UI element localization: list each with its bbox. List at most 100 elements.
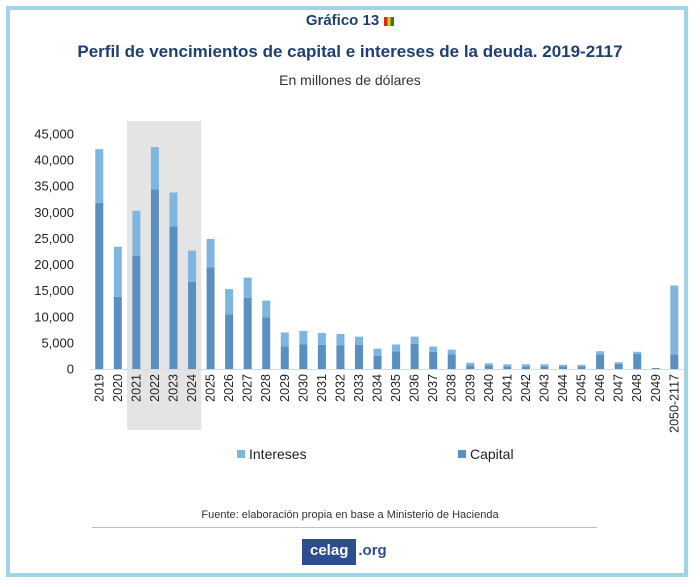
y-tick-label: 5,000 (41, 335, 74, 350)
bar-capital-2047 (614, 363, 623, 369)
legend-label-capital: Capital (470, 446, 514, 462)
bar-capital-2042 (521, 366, 530, 369)
x-tick-label: 2035 (389, 374, 403, 402)
bar-capital-2025 (206, 267, 215, 369)
x-tick-label: 2046 (593, 374, 607, 402)
bar-capital-2028 (262, 317, 271, 369)
bar-capital-2034 (373, 355, 382, 369)
bar-intereses-2026 (225, 289, 234, 315)
y-tick-label: 0 (67, 362, 74, 377)
bar-intereses-2036 (410, 336, 419, 344)
bar-intereses-2045 (577, 364, 586, 367)
bar-capital-2043 (540, 366, 549, 369)
x-tick-label: 2036 (408, 374, 422, 402)
y-tick-label: 15,000 (34, 283, 74, 298)
bar-intereses-2024 (188, 250, 197, 282)
bar-intereses-2027 (243, 277, 252, 298)
x-tick-label: 2048 (630, 374, 644, 402)
x-tick-label: 2040 (482, 374, 496, 402)
bar-intereses-2021 (132, 210, 141, 256)
x-tick-label: 2037 (426, 374, 440, 402)
bar-capital-2045 (577, 366, 586, 369)
x-tick-label: 2047 (612, 374, 626, 402)
bar-capital-2046 (596, 354, 605, 369)
x-tick-label: 2042 (519, 374, 533, 402)
x-tick-label: 2050-2117 (667, 374, 681, 433)
bar-capital-2031 (317, 344, 326, 369)
x-tick-label: 2043 (537, 374, 551, 402)
bar-capital-2020 (113, 296, 122, 369)
y-tick-label: 20,000 (34, 257, 74, 272)
chart-title: Perfil de vencimientos de capital e inte… (77, 42, 623, 61)
bar-capital-2044 (559, 366, 568, 369)
bar-capital-2030 (299, 344, 308, 369)
y-tick-label: 45,000 (34, 127, 74, 142)
x-tick-label: 2033 (352, 374, 366, 402)
chart-subtitle: En millones de dólares (279, 72, 421, 88)
x-tick-label: 2025 (204, 374, 218, 402)
bar-intereses-2047 (614, 362, 623, 364)
bar-capital-2024 (188, 281, 197, 369)
bar-capital-2048 (633, 353, 642, 369)
bar-capital-2029 (280, 346, 289, 369)
bar-capital-2023 (169, 226, 178, 369)
bar-capital-2037 (429, 351, 438, 369)
x-tick-label: 2049 (649, 374, 663, 402)
bar-intereses-2044 (559, 364, 568, 367)
bar-capital-2038 (447, 354, 456, 369)
y-tick-label: 35,000 (34, 179, 74, 194)
chart-tag: Gráfico 13 (0, 12, 700, 29)
logo-suffix-text: .org (358, 542, 387, 559)
logo-box-text: celag (302, 539, 357, 565)
bar-intereses-2020 (113, 246, 122, 297)
bar-intereses-2019 (95, 149, 104, 203)
source-note: Fuente: elaboración propia en base a Min… (201, 509, 499, 521)
bar-intereses-2022 (150, 147, 159, 190)
bar-intereses-2031 (317, 332, 326, 345)
bar-capital-2022 (150, 189, 159, 369)
x-tick-label: 2041 (500, 374, 514, 402)
bar-intereses-2050-2117 (670, 285, 679, 355)
y-tick-label: 40,000 (34, 153, 74, 168)
x-tick-label: 2026 (222, 374, 236, 402)
x-tick-label: 2031 (315, 374, 329, 402)
bar-capital-2050-2117 (670, 354, 679, 369)
x-tick-label: 2028 (259, 374, 273, 402)
x-tick-label: 2023 (166, 374, 180, 402)
x-tick-label: 2019 (92, 374, 106, 402)
bar-intereses-2029 (280, 332, 289, 347)
bar-capital-2039 (466, 365, 475, 369)
bar-intereses-2043 (540, 364, 549, 367)
flag-icon (384, 16, 395, 26)
bar-intereses-2033 (354, 336, 363, 345)
bar-intereses-2038 (447, 349, 456, 355)
celag-logo: celag .org (302, 539, 391, 565)
bar-capital-2033 (354, 344, 363, 369)
bar-intereses-2032 (336, 334, 345, 346)
x-tick-label: 2020 (111, 374, 125, 402)
bar-intereses-2037 (429, 346, 438, 352)
x-tick-label: 2045 (575, 374, 589, 402)
y-tick-label: 25,000 (34, 231, 74, 246)
x-tick-label: 2039 (463, 374, 477, 402)
x-tick-label: 2038 (445, 374, 459, 402)
legend-label-intereses: Intereses (249, 446, 307, 462)
bar-capital-2021 (132, 255, 141, 369)
x-tick-label: 2021 (129, 374, 143, 402)
bar-capital-2027 (243, 297, 252, 369)
y-tick-label: 10,000 (34, 309, 74, 324)
x-tick-label: 2024 (185, 374, 199, 402)
bar-intereses-2025 (206, 238, 215, 268)
y-tick-label: 30,000 (34, 205, 74, 220)
bar-intereses-2023 (169, 192, 178, 227)
x-tick-label: 2027 (241, 374, 255, 402)
x-tick-label: 2029 (278, 374, 292, 402)
bar-capital-2041 (503, 366, 512, 369)
bar-capital-2032 (336, 345, 345, 369)
bar-capital-2019 (95, 202, 104, 369)
x-tick-label: 2044 (556, 374, 570, 402)
bar-capital-2036 (410, 343, 419, 369)
legend-swatch-capital (458, 450, 466, 458)
bar-intereses-2034 (373, 348, 382, 356)
